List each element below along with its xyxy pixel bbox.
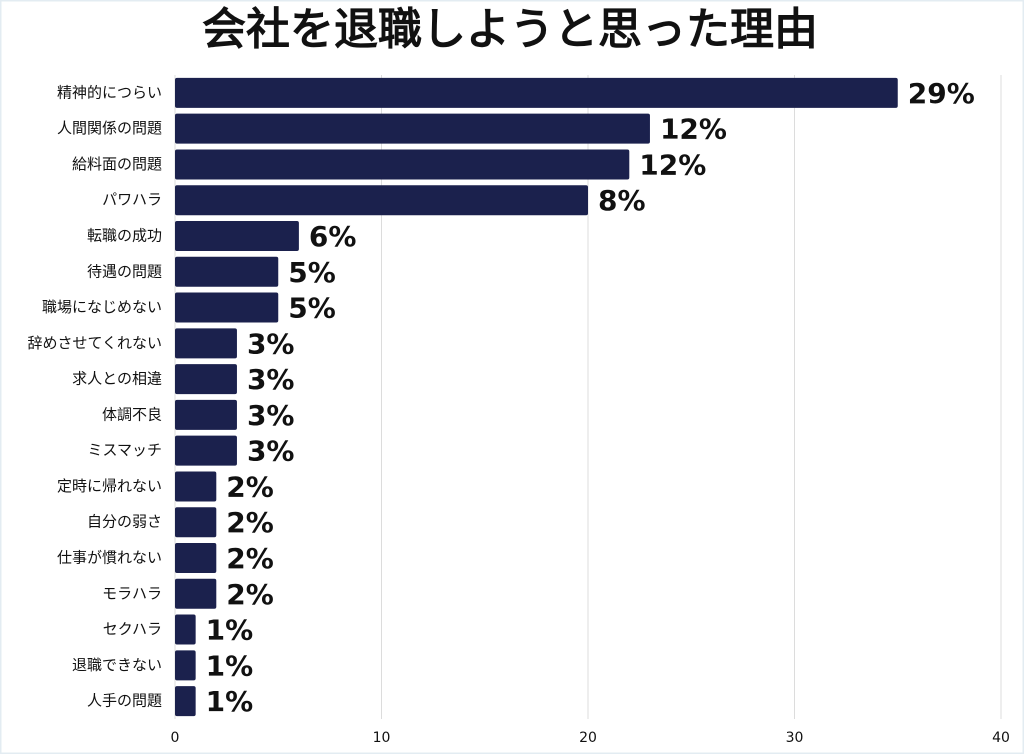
bar	[175, 471, 217, 502]
bar	[175, 686, 196, 717]
value-label: 6%	[309, 220, 357, 253]
y-tick-label: 人手の問題	[87, 692, 162, 710]
y-tick-label: 辞めさせてくれない	[27, 334, 162, 352]
y-tick-label: 待遇の問題	[87, 262, 162, 280]
bar	[175, 507, 217, 538]
bar	[175, 256, 279, 287]
value-label: 2%	[226, 470, 274, 503]
y-tick-label: 職場になじめない	[42, 298, 162, 316]
bar	[175, 77, 898, 108]
y-tick-label: ミスマッチ	[87, 441, 162, 459]
bar	[175, 221, 299, 251]
bar	[175, 328, 237, 359]
value-label: 3%	[247, 363, 295, 396]
y-tick-label: セクハラ	[103, 620, 162, 638]
value-label: 5%	[288, 292, 336, 325]
y-tick-label: 自分の弱さ	[87, 513, 162, 531]
y-tick-label: モラハラ	[102, 584, 162, 602]
value-label: 29%	[908, 77, 975, 110]
value-label: 12%	[660, 113, 727, 146]
y-tick-label: 求人との相違	[72, 370, 162, 388]
bar	[175, 614, 196, 645]
bar	[175, 149, 630, 180]
y-tick-label: 給料面の問題	[72, 155, 162, 173]
value-label: 3%	[247, 399, 295, 432]
y-tick-label: 仕事が慣れない	[57, 549, 162, 567]
value-label: 1%	[206, 685, 254, 718]
value-label: 2%	[226, 542, 274, 575]
y-tick-label: 退職できない	[72, 656, 162, 674]
value-label: 1%	[206, 649, 254, 682]
y-tick-label: 定時に帰れない	[57, 477, 162, 495]
x-tick-label: 20	[579, 730, 597, 746]
bar	[175, 650, 196, 681]
bar	[175, 292, 279, 323]
x-tick-label: 40	[992, 730, 1010, 746]
y-tick-label: パワハラ	[102, 191, 162, 209]
value-label: 5%	[288, 256, 336, 289]
bar	[175, 185, 588, 216]
value-label: 3%	[247, 435, 295, 468]
value-label: 8%	[598, 184, 646, 217]
x-tick-label: 0	[171, 730, 180, 746]
y-tick-label: 人間関係の問題	[57, 119, 162, 137]
value-label: 1%	[206, 614, 254, 647]
value-label: 2%	[226, 578, 274, 611]
y-tick-label: 転職の成功	[87, 227, 162, 245]
bar	[175, 113, 650, 144]
bar	[175, 435, 237, 466]
bar	[175, 364, 237, 395]
y-tick-label: 体調不良	[102, 405, 162, 423]
value-label: 3%	[247, 327, 295, 360]
bar	[175, 399, 237, 430]
bar	[175, 543, 217, 573]
bar	[175, 578, 217, 609]
value-label: 12%	[639, 148, 706, 181]
x-tick-label: 30	[786, 730, 804, 746]
x-tick-label: 10	[373, 730, 391, 746]
chart-title: 会社を退職しようと思った理由	[202, 4, 818, 55]
y-tick-label: 精神的につらい	[57, 83, 162, 101]
value-label: 2%	[226, 506, 274, 539]
